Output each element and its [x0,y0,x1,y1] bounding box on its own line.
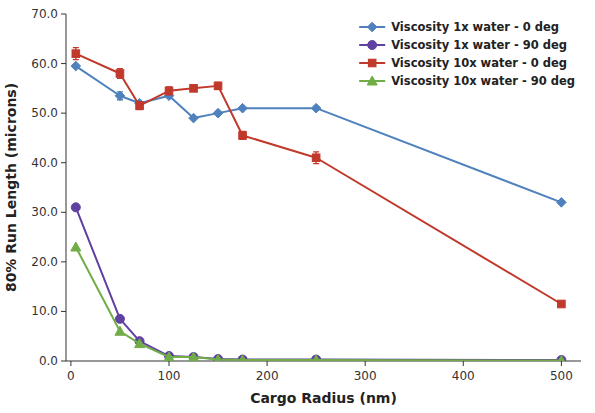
legend-label: Viscosity 1x water - 90 deg [391,38,567,52]
error-bar [73,48,79,60]
point [189,352,199,361]
error-bar [117,69,123,79]
y-axis-label: 80% Run Length (microns) [3,83,19,292]
y-tick [61,162,66,163]
error-bar [240,131,246,139]
x-tick-label: 0 [67,369,75,383]
y-tick-label: 40.0 [31,156,58,170]
error-bar [137,102,143,110]
y-tick-label: 60.0 [31,57,58,71]
legend-marker [368,41,377,50]
error-bar [166,87,172,95]
point [558,300,566,308]
point [189,113,199,123]
legend: Viscosity 1x water - 0 deg Viscosity 1x w… [359,20,575,88]
axes: 0 100 200 300 400 500 0.0 10.0 20.0 30.0 40.0 50.0 6… [31,7,581,383]
legend-item: Viscosity 10x water - 90 deg [359,74,575,88]
point [214,355,223,361]
y-tick-label: 0.0 [39,354,58,368]
series-line [76,207,562,360]
chart: 0 100 200 300 400 500 0.0 10.0 20.0 30.0 40.0 50.0 6… [0,0,595,413]
point [557,198,567,208]
legend-label: Viscosity 10x water - 0 deg [391,56,567,70]
error-bar [313,152,319,164]
x-tick-label: 200 [256,369,279,383]
x-tick-label: 400 [452,369,475,383]
y-tick-label: 10.0 [31,304,58,318]
series-line [76,247,562,361]
y-tick [61,14,66,15]
x-tick-label: 100 [158,369,181,383]
point [239,132,247,140]
point [214,82,222,90]
x-tick [70,361,71,366]
legend-marker [367,22,377,32]
point [213,355,223,361]
point [116,70,124,78]
point [71,242,81,251]
x-tick [561,361,562,366]
legend-item: Viscosity 10x water - 0 deg [359,56,567,70]
point [238,355,248,361]
error-bar [215,82,221,89]
point [238,355,247,361]
point [72,50,80,58]
y-tick [61,311,66,312]
x-tick [169,361,170,366]
point [135,339,145,348]
y-axis-line [66,14,67,361]
x-tick [365,361,366,366]
point [189,353,198,361]
plot-area [71,48,567,361]
point [190,85,198,93]
y-tick-label: 70.0 [31,7,58,21]
point [556,356,566,361]
y-tick [61,212,66,213]
x-tick [463,361,464,366]
point [71,203,80,212]
point [164,352,174,361]
series [71,203,566,361]
legend-marker [367,76,377,85]
y-tick [61,113,66,114]
point [312,154,320,162]
point [115,314,124,323]
legend-item: Viscosity 1x water - 90 deg [359,38,567,52]
point [311,103,321,113]
point [71,61,81,71]
point [311,355,321,361]
point [238,103,248,113]
y-tick-label: 50.0 [31,106,58,120]
y-tick [61,361,66,362]
y-tick-label: 30.0 [31,205,58,219]
series-line [76,54,562,304]
point [213,108,223,118]
point [115,91,125,101]
y-tick-label: 20.0 [31,255,58,269]
point [115,326,125,335]
legend-label: Viscosity 10x water - 90 deg [391,74,575,88]
legend-item: Viscosity 1x water - 0 deg [359,20,559,34]
y-tick [61,261,66,262]
x-tick-label: 500 [550,369,573,383]
legend-marker [368,59,376,67]
legend-label: Viscosity 1x water - 0 deg [391,20,559,34]
series [71,242,567,361]
x-tick [267,361,268,366]
x-axis-label: Cargo Radius (nm) [250,390,397,406]
point [557,356,566,361]
y-tick [61,63,66,64]
point [165,87,173,95]
point [136,102,144,110]
point [312,355,321,361]
x-tick-label: 300 [354,369,377,383]
